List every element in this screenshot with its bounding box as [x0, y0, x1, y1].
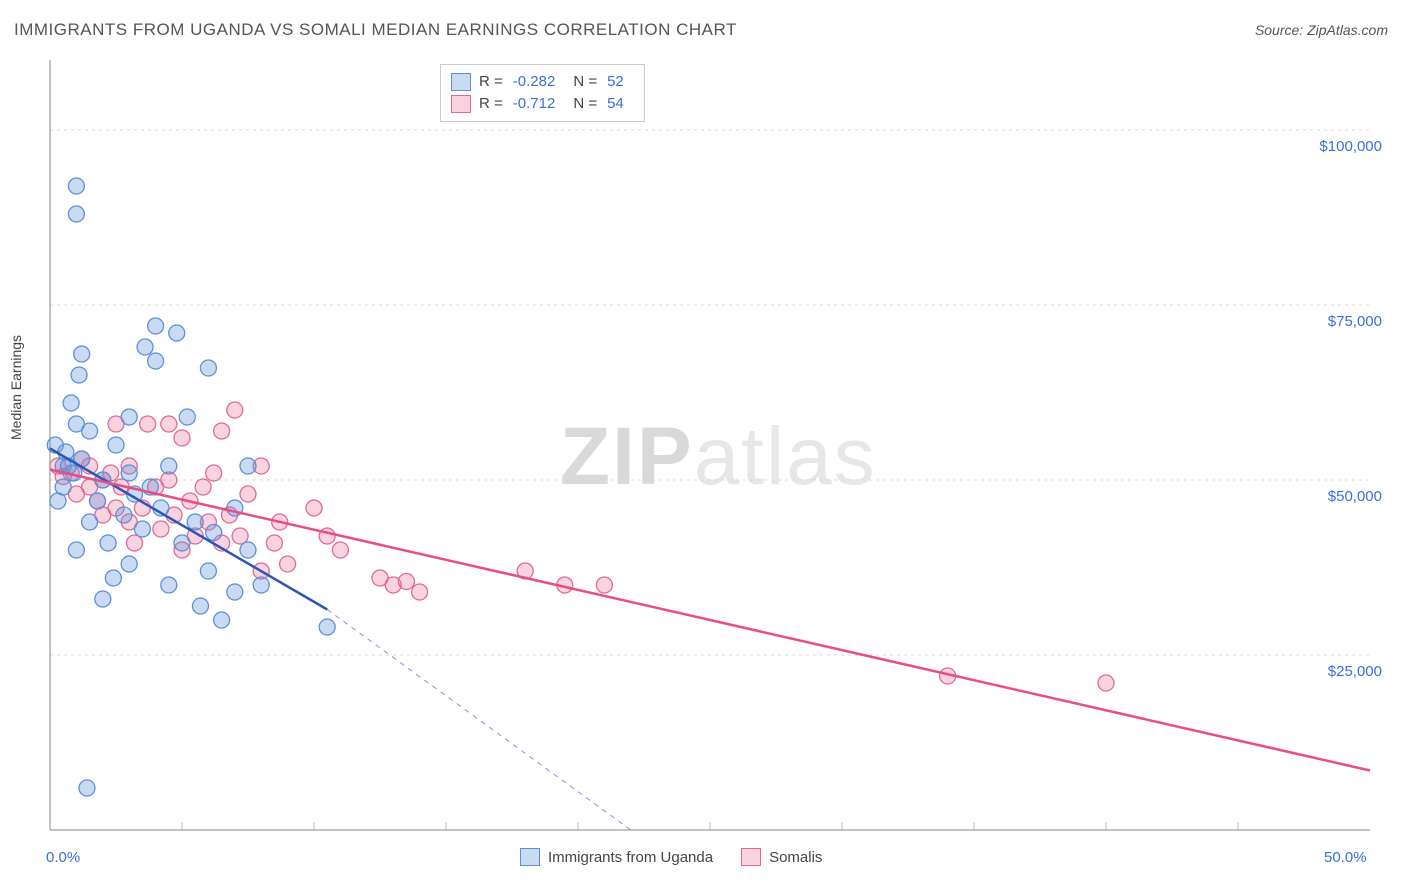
legend-series-label: Somalis — [769, 849, 822, 866]
legend-stat-row: R = -0.712 N = 54 — [451, 93, 634, 115]
y-tick-label: $100,000 — [1319, 138, 1382, 155]
legend-swatch — [451, 73, 471, 91]
legend-n-value: 54 — [607, 93, 624, 115]
y-tick-label: $75,000 — [1328, 313, 1382, 330]
correlation-chart — [0, 0, 1406, 892]
legend-series-item: Somalis — [741, 848, 822, 866]
legend-series-item: Immigrants from Uganda — [520, 848, 713, 866]
x-axis-min-label: 0.0% — [46, 849, 80, 866]
legend-n-value: 52 — [607, 71, 624, 93]
y-tick-label: $25,000 — [1328, 663, 1382, 680]
legend-r-label: R = — [479, 71, 503, 93]
y-tick-label: $50,000 — [1328, 488, 1382, 505]
legend-stat-row: R = -0.282 N = 52 — [451, 71, 634, 93]
legend-stats-box: R = -0.282 N = 52 R = -0.712 N = 54 — [440, 64, 645, 122]
legend-swatch — [451, 95, 471, 113]
legend-n-label: N = — [573, 71, 597, 93]
legend-series: Immigrants from Uganda Somalis — [520, 848, 822, 866]
legend-r-value: -0.712 — [513, 93, 556, 115]
legend-r-label: R = — [479, 93, 503, 115]
legend-swatch — [741, 848, 761, 866]
x-axis-max-label: 50.0% — [1324, 849, 1367, 866]
legend-r-value: -0.282 — [513, 71, 556, 93]
legend-swatch — [520, 848, 540, 866]
legend-series-label: Immigrants from Uganda — [548, 849, 713, 866]
legend-n-label: N = — [573, 93, 597, 115]
